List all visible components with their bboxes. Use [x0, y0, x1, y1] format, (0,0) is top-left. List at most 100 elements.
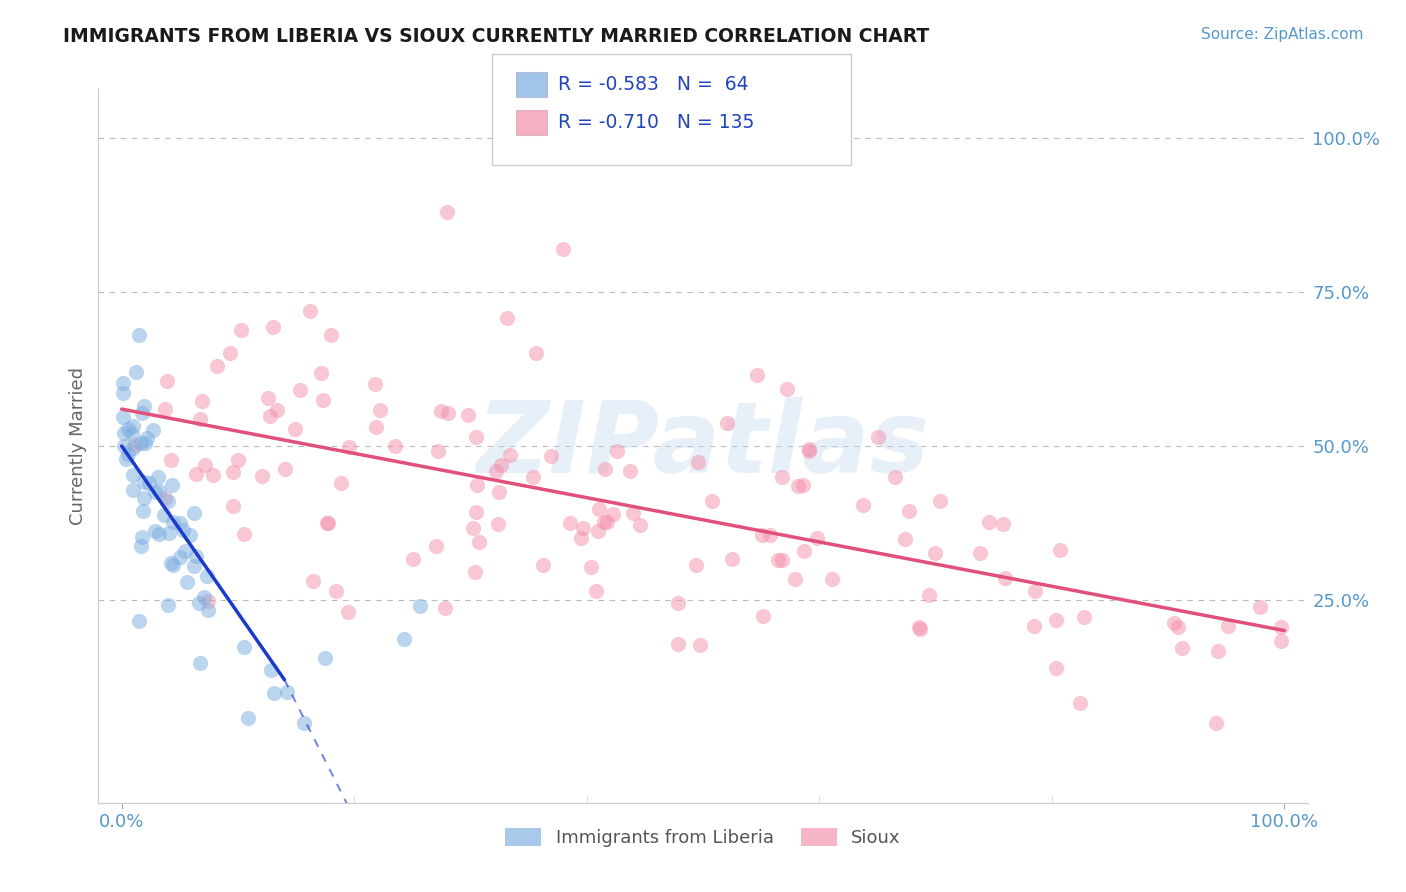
Point: [799, 444, 821, 458]
Point: [219, 346, 242, 360]
Point: [157, 493, 180, 508]
Point: [457, 408, 479, 422]
Text: ZIPatlas: ZIPatlas: [477, 398, 929, 494]
Point: [132, 399, 155, 413]
Point: [433, 601, 456, 615]
Point: [302, 574, 325, 589]
Point: [689, 638, 711, 652]
Point: [183, 559, 205, 574]
Point: [783, 572, 806, 586]
Point: [702, 494, 724, 508]
Point: [588, 502, 610, 516]
Point: [595, 515, 617, 529]
Point: [1167, 620, 1189, 634]
Point: [260, 663, 283, 677]
Point: [364, 420, 387, 434]
Point: [176, 575, 198, 590]
Point: [112, 425, 135, 440]
Point: [276, 684, 298, 698]
Point: [425, 539, 447, 553]
Point: [142, 423, 165, 437]
Point: [792, 478, 814, 492]
Point: [918, 588, 941, 602]
Point: [330, 475, 353, 490]
Point: [197, 602, 219, 616]
Point: [263, 686, 285, 700]
Point: [195, 568, 218, 582]
Point: [266, 402, 288, 417]
Point: [531, 558, 554, 573]
Point: [619, 464, 641, 478]
Point: [153, 401, 176, 416]
Point: [721, 552, 744, 566]
Point: [232, 640, 254, 654]
Text: IMMIGRANTS FROM LIBERIA VS SIOUX CURRENTLY MARRIED CORRELATION CHART: IMMIGRANTS FROM LIBERIA VS SIOUX CURRENT…: [63, 27, 929, 45]
Point: [236, 711, 259, 725]
Point: [231, 323, 253, 337]
Point: [117, 447, 139, 461]
Point: [337, 606, 360, 620]
Point: [129, 539, 152, 553]
Point: [806, 531, 828, 545]
Point: [688, 455, 710, 469]
Point: [207, 359, 229, 374]
Point: [759, 528, 782, 542]
Point: [437, 406, 460, 420]
Point: [262, 319, 284, 334]
Point: [252, 468, 274, 483]
Point: [553, 242, 575, 256]
Point: [156, 374, 179, 388]
Point: [1171, 640, 1194, 655]
Point: [489, 458, 512, 473]
Point: [201, 467, 224, 482]
Point: [751, 608, 773, 623]
Point: [747, 368, 769, 383]
Point: [121, 426, 143, 441]
Point: [222, 500, 245, 514]
Point: [464, 505, 486, 519]
Point: [290, 383, 312, 397]
Point: [1216, 619, 1239, 633]
Point: [898, 503, 921, 517]
Point: [188, 596, 211, 610]
Point: [1022, 618, 1045, 632]
Point: [159, 453, 181, 467]
Point: [124, 365, 146, 379]
Point: [621, 506, 644, 520]
Point: [131, 530, 153, 544]
Point: [776, 382, 799, 396]
Point: [666, 637, 689, 651]
Point: [426, 443, 449, 458]
Point: [465, 430, 488, 444]
Point: [312, 392, 335, 407]
Point: [797, 442, 820, 456]
Point: [581, 560, 603, 574]
Point: [468, 534, 491, 549]
Point: [128, 328, 150, 343]
Point: [183, 506, 205, 520]
Point: [292, 715, 315, 730]
Point: [128, 614, 150, 628]
Point: [111, 410, 134, 425]
Point: [309, 366, 332, 380]
Point: [929, 493, 952, 508]
Point: [134, 475, 156, 489]
Point: [602, 507, 624, 521]
Point: [179, 528, 201, 542]
Point: [368, 403, 391, 417]
Point: [197, 594, 219, 608]
Point: [1073, 610, 1095, 624]
Point: [274, 462, 297, 476]
Point: [316, 516, 339, 530]
Point: [991, 517, 1014, 532]
Point: [772, 552, 794, 566]
Point: [522, 470, 544, 484]
Point: [1163, 615, 1185, 630]
Point: [467, 478, 489, 492]
Point: [394, 632, 416, 646]
Point: [1049, 543, 1071, 558]
Point: [585, 584, 607, 599]
Point: [907, 620, 929, 634]
Point: [628, 518, 651, 533]
Point: [319, 328, 342, 343]
